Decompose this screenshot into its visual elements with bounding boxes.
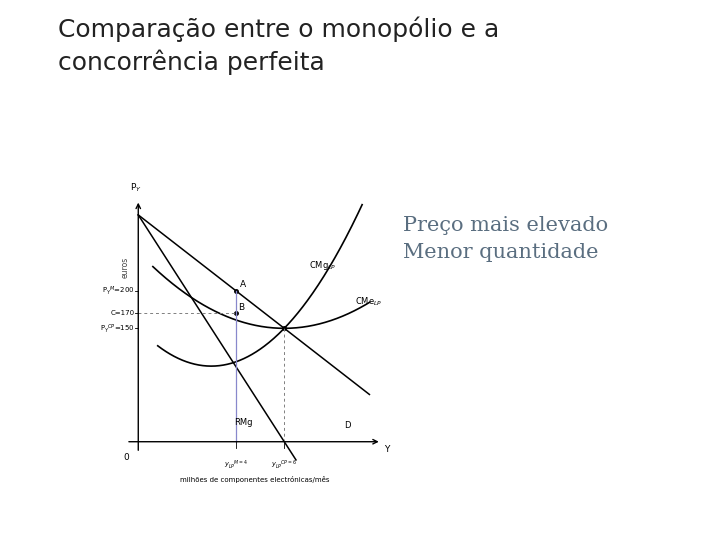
Text: CMg$_{LP}$: CMg$_{LP}$ — [309, 259, 336, 272]
Text: CMe$_{LP}$: CMe$_{LP}$ — [355, 295, 382, 308]
Text: 0: 0 — [123, 453, 129, 462]
Text: P$_Y$: P$_Y$ — [130, 181, 142, 194]
Text: euros: euros — [120, 257, 130, 278]
Text: $y_{LP}$$^{M=4}$: $y_{LP}$$^{M=4}$ — [223, 458, 248, 471]
Text: P$_Y$$^M$=200: P$_Y$$^M$=200 — [102, 284, 135, 297]
Text: Comparação entre o monopólio e a
concorrência perfeita: Comparação entre o monopólio e a concorr… — [58, 16, 499, 76]
Text: C=170: C=170 — [110, 310, 135, 316]
Text: Preço mais elevado
Menor quantidade: Preço mais elevado Menor quantidade — [403, 216, 608, 261]
Text: B: B — [238, 303, 245, 312]
Text: $y_{LP}$$^{CP=6}$: $y_{LP}$$^{CP=6}$ — [271, 458, 297, 471]
Text: A: A — [240, 280, 246, 289]
Text: RMg: RMg — [234, 418, 252, 427]
Text: P$_Y$$^{CP}$=150: P$_Y$$^{CP}$=150 — [99, 322, 135, 335]
Text: milhões de componentes electrónicas/mês: milhões de componentes electrónicas/mês — [180, 476, 330, 483]
Text: Y: Y — [384, 446, 390, 455]
Text: D: D — [344, 421, 351, 430]
